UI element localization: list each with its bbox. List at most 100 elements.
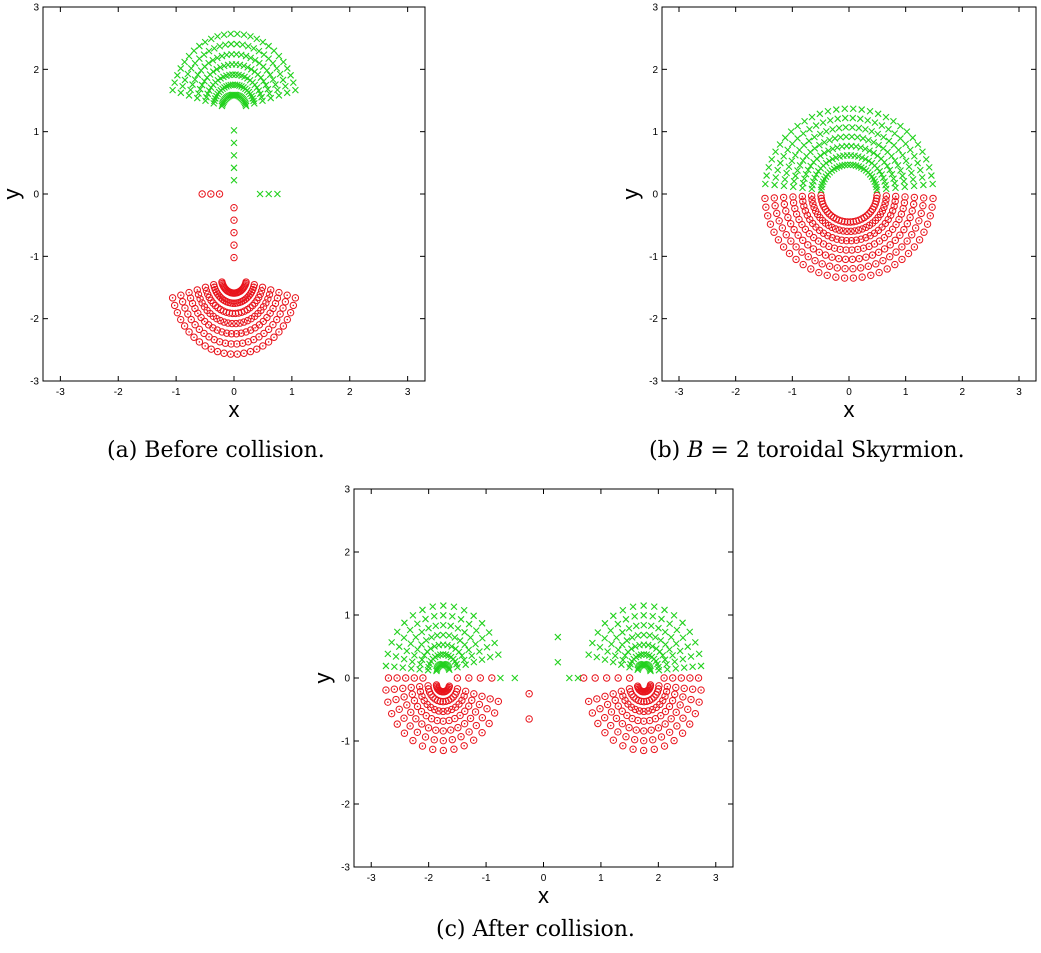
point-circle-dot [429, 706, 432, 709]
point-cross [384, 650, 392, 658]
x-tick-label: 2 [656, 873, 662, 884]
point-cross [900, 177, 908, 185]
point-circle [775, 217, 783, 225]
point-circle-dot [232, 302, 234, 305]
point-circle [919, 202, 927, 210]
point-cross [181, 76, 189, 84]
point-circle-dot [622, 695, 624, 697]
point-cross [177, 65, 185, 72]
point-cross [414, 646, 421, 653]
point-circle [227, 330, 236, 338]
point-cross [424, 666, 432, 674]
point-cross [230, 176, 238, 184]
point-circle-dot [775, 212, 778, 215]
point-cross [276, 70, 284, 78]
point-circle-dot [453, 748, 455, 751]
point-cross [461, 628, 468, 636]
point-cross [640, 631, 648, 639]
point-cross [903, 128, 911, 136]
point-cross [408, 658, 416, 666]
point-circle [857, 264, 865, 272]
point-circle [635, 707, 644, 715]
point-cross [216, 42, 224, 50]
point-cross [423, 648, 431, 656]
point-circle [672, 683, 680, 692]
point-circle [842, 236, 851, 245]
point-circle [439, 707, 447, 716]
point-circle-dot [913, 196, 916, 199]
point-cross [626, 663, 633, 671]
point-circle [648, 705, 657, 714]
point-circle [614, 674, 622, 682]
x-tick-label: 0 [231, 387, 237, 398]
point-circle-dot [268, 293, 271, 296]
point-circle-dot [491, 677, 493, 679]
point-circle-dot [840, 239, 843, 241]
point-cross [824, 107, 832, 115]
point-cross [173, 71, 181, 79]
point-cross [866, 147, 873, 155]
point-circle-dot [812, 248, 815, 250]
point-circle [591, 674, 599, 682]
point-circle-dot [587, 700, 590, 703]
point-circle [860, 213, 868, 222]
point-circle [596, 705, 604, 713]
point-cross [862, 155, 869, 163]
x-tick-2: 2 [960, 7, 966, 398]
point-circle [654, 724, 663, 732]
point-circle-dot [261, 286, 264, 289]
point-cross [196, 85, 204, 93]
point-circle [475, 700, 484, 709]
point-circle-dot [815, 226, 817, 228]
point-circle [190, 333, 198, 341]
point-circle [488, 674, 496, 682]
x-tick--1: -1 [788, 7, 797, 398]
point-circle [195, 325, 204, 334]
point-circle-dot [245, 281, 247, 283]
point-circle-dot [642, 739, 645, 742]
point-circle [195, 338, 204, 346]
point-circle-dot [869, 234, 872, 237]
point-cross [632, 622, 640, 630]
point-circle-dot [225, 332, 228, 334]
point-cross [816, 110, 824, 118]
point-circle-dot [918, 239, 921, 241]
point-circle [429, 745, 437, 754]
point-cross [776, 159, 784, 167]
point-cross [465, 620, 473, 628]
point-circle [799, 260, 807, 269]
point-circle [896, 231, 904, 239]
point-circle [809, 233, 818, 242]
point-circle [774, 236, 783, 244]
point-cross [870, 138, 878, 146]
point-circle-dot [845, 239, 848, 242]
point-circle-dot [691, 688, 694, 691]
point-circle-dot [225, 300, 228, 303]
point-circle [276, 310, 284, 318]
point-cross [400, 655, 408, 663]
y-tick-0: 0 [652, 190, 1036, 201]
point-circle [237, 329, 245, 337]
point-circle [619, 742, 627, 750]
y-tick-label: -1 [30, 252, 39, 263]
point-circle [823, 207, 831, 216]
y-tick-label: 0 [652, 190, 658, 201]
point-circle [447, 695, 455, 703]
point-cross [631, 643, 639, 650]
point-circle [486, 695, 494, 703]
point-cross [611, 652, 619, 660]
point-cross [266, 71, 274, 79]
point-cross [382, 662, 390, 670]
point-circle [395, 705, 403, 714]
point-circle [915, 236, 924, 244]
point-circle-dot [233, 219, 235, 221]
point-cross [281, 82, 289, 90]
point-cross [914, 141, 922, 148]
point-circle [872, 260, 880, 268]
point-cross [609, 612, 617, 620]
point-circle [855, 254, 863, 263]
point-circle [470, 690, 478, 698]
point-circle [891, 236, 899, 244]
point-circle [847, 236, 856, 245]
point-cross [659, 652, 667, 659]
